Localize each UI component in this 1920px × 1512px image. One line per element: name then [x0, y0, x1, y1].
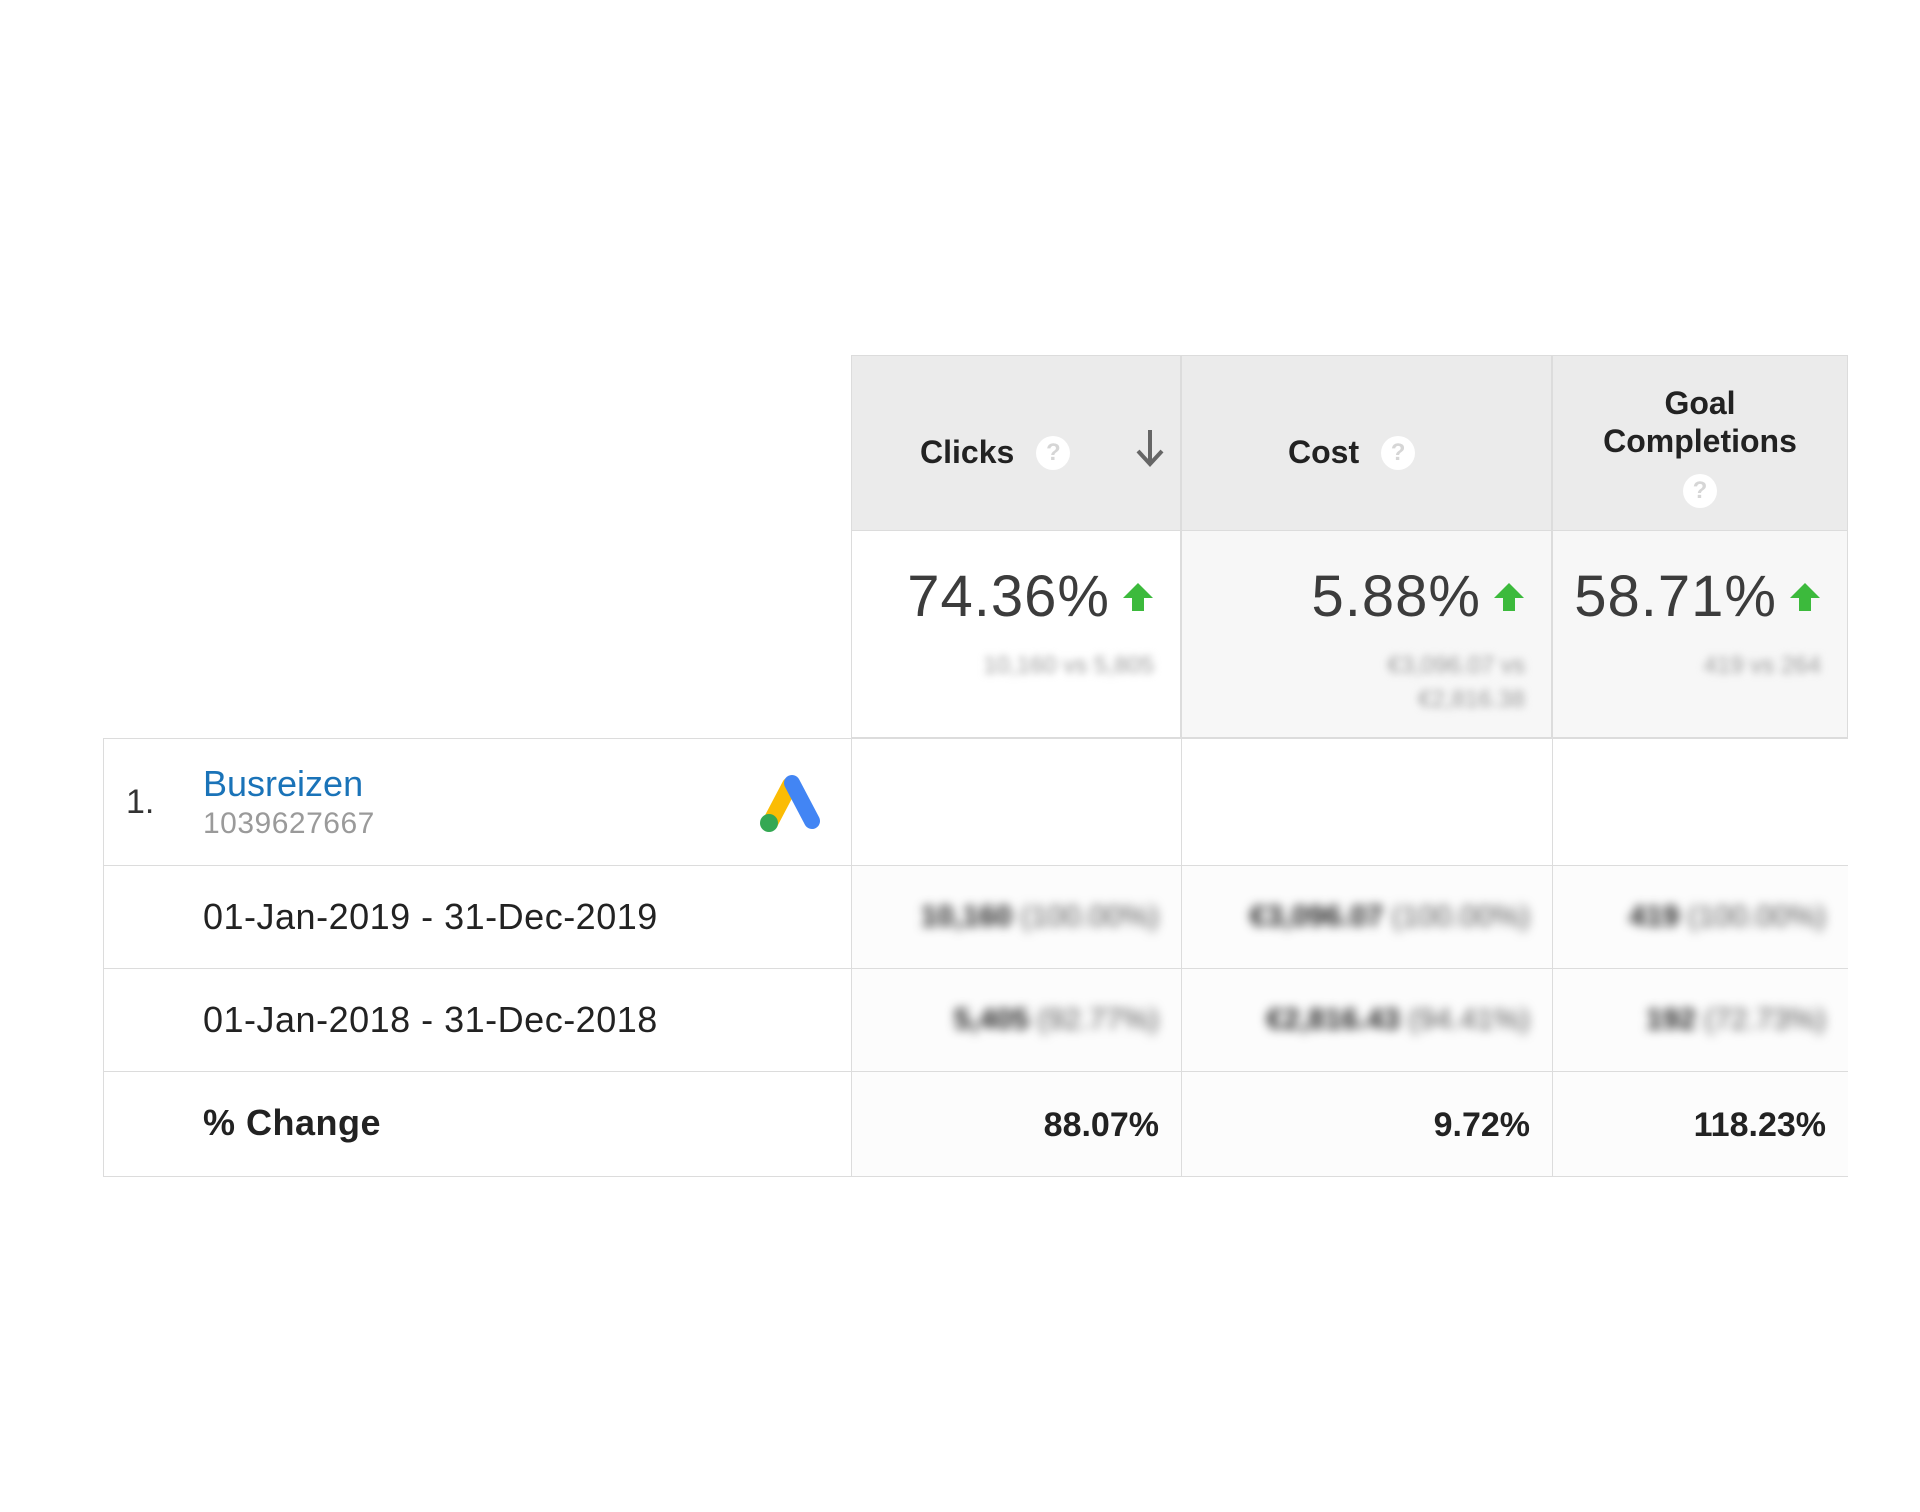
arrow-up-icon [1790, 582, 1820, 611]
period-2019-clicks-share: (100.00%) [1020, 900, 1159, 933]
google-ads-icon [760, 775, 820, 832]
column-header-clicks[interactable]: Clicks ? [851, 355, 1181, 531]
period-label: 01-Jan-2018 - 31-Dec-2018 [203, 999, 658, 1040]
summary-goal-pct: 58.71% [1574, 564, 1777, 629]
period-2019-cost-share: (100.00%) [1391, 900, 1530, 933]
campaign-clicks-cell [851, 739, 1181, 865]
table-row-campaign: 1. Busreizen 1039627667 [103, 738, 1848, 865]
period-2018-clicks: 5,405 [953, 1003, 1029, 1036]
help-icon[interactable]: ? [1683, 474, 1717, 508]
period-2018-clicks-value: 5,405 (92.77%) [954, 1003, 1159, 1037]
summary-cost-detail-line2: €2,816.38 [1418, 686, 1525, 713]
campaign-goal-cell [1552, 739, 1848, 865]
summary-clicks-pct: 74.36% [907, 564, 1110, 629]
period-2019-clicks-cell: 10,160 (100.00%) [851, 866, 1181, 968]
arrow-up-icon [1123, 582, 1153, 611]
period-2019-cost-value: €3,096.07 (100.00%) [1250, 900, 1530, 934]
period-2018-cost-cell: €2,816.43 (94.41%) [1181, 969, 1552, 1071]
period-2019-goal-value: 419 (100.00%) [1629, 900, 1826, 934]
row-index: 1. [126, 783, 155, 821]
summary-goal-value-row: 58.71% [1574, 563, 1821, 630]
period-2018-cost-value: €2,816.43 (94.41%) [1266, 1003, 1530, 1037]
period-2019-cost: €3,096.07 [1249, 900, 1384, 933]
change-cost-value: 9.72% [1433, 1106, 1530, 1144]
change-goal-value: 118.23% [1693, 1106, 1826, 1144]
campaign-name-link[interactable]: Busreizen [203, 763, 364, 804]
arrow-up-icon [1494, 582, 1524, 611]
summary-cost-detail: €3,096.07 vs €2,816.38 [1388, 649, 1525, 717]
summary-clicks-value-row: 74.36% [907, 563, 1154, 630]
goal-header-label-line1: Goal [1664, 385, 1736, 421]
change-goal-cell: 118.23% [1552, 1072, 1848, 1176]
summary-clicks-detail: 10,160 vs 5,805 [983, 652, 1154, 679]
column-header-goal-completions[interactable]: Goal Completions ? [1552, 355, 1848, 531]
period-2018-goal-share: (72.73%) [1704, 1003, 1826, 1036]
period-2019-clicks: 10,160 [920, 900, 1013, 933]
period-label: 01-Jan-2019 - 31-Dec-2019 [203, 896, 658, 937]
period-2019-cost-cell: €3,096.07 (100.00%) [1181, 866, 1552, 968]
campaign-cost-cell [1181, 739, 1552, 865]
summary-clicks: 74.36% 10,160 vs 5,805 [851, 531, 1181, 738]
period-2018-clicks-cell: 5,405 (92.77%) [851, 969, 1181, 1071]
period-2018-goal: 192 [1645, 1003, 1696, 1036]
summary-cost-detail-line1: €3,096.07 vs [1387, 652, 1525, 679]
summary-cost-value-row: 5.88% [1312, 563, 1525, 630]
goal-header-label: Goal Completions [1553, 384, 1847, 460]
period-2019-clicks-value: 10,160 (100.00%) [920, 900, 1159, 934]
period-2018-goal-cell: 192 (72.73%) [1552, 969, 1848, 1071]
period-2018-cost-share: (94.41%) [1408, 1003, 1530, 1036]
period-2019-goal: 419 [1629, 900, 1680, 933]
summary-goal-detail: 419 vs 264 [1703, 652, 1821, 679]
change-clicks-value: 88.07% [1043, 1106, 1159, 1144]
summary-goal-completions: 58.71% 419 vs 264 [1552, 531, 1848, 738]
table-row-percent-change: % Change 88.07% 9.72% 118.23% [103, 1071, 1848, 1177]
period-2019-goal-cell: 419 (100.00%) [1552, 866, 1848, 968]
help-icon[interactable]: ? [1381, 435, 1416, 470]
period-2018-clicks-share: (92.77%) [1037, 1003, 1159, 1036]
summary-cost-pct: 5.88% [1311, 564, 1481, 629]
column-header-cost[interactable]: Cost ? [1181, 355, 1552, 531]
campaign-id: 1039627667 [203, 807, 375, 840]
change-label: % Change [203, 1102, 382, 1143]
summary-cost: 5.88% €3,096.07 vs €2,816.38 [1181, 531, 1552, 738]
clicks-header-label: Clicks [920, 434, 1015, 470]
table-row-period-2018: 01-Jan-2018 - 31-Dec-2018 5,405 (92.77%)… [103, 968, 1848, 1071]
change-cost-cell: 9.72% [1181, 1072, 1552, 1176]
clicks-header-label-row: Clicks ? [920, 434, 1071, 471]
table-row-period-2019: 01-Jan-2019 - 31-Dec-2019 10,160 (100.00… [103, 865, 1848, 968]
period-2018-cost: €2,816.43 [1266, 1003, 1400, 1036]
period-2018-goal-value: 192 (72.73%) [1646, 1003, 1826, 1037]
period-2019-goal-share: (100.00%) [1687, 900, 1826, 933]
cost-header-label-row: Cost ? [1288, 434, 1416, 471]
sort-descending-icon[interactable] [1130, 424, 1170, 472]
help-icon[interactable]: ? [1036, 435, 1071, 470]
goal-header-label-line2: Completions [1603, 423, 1797, 459]
cost-header-label: Cost [1288, 434, 1360, 470]
change-clicks-cell: 88.07% [851, 1072, 1181, 1176]
